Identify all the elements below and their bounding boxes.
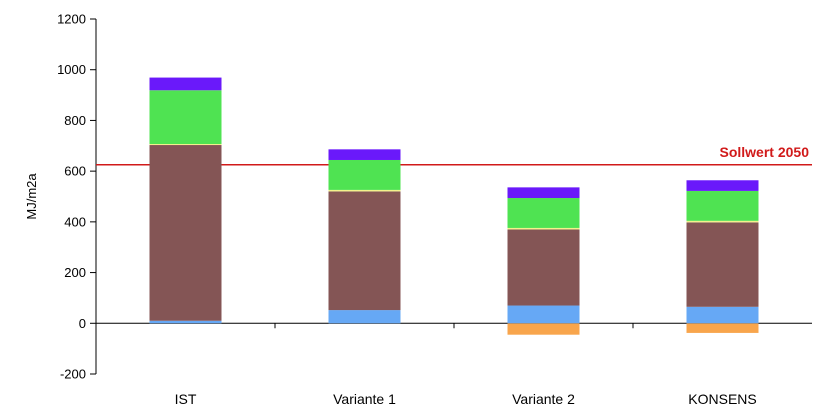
reference-line-label: Sollwert 2050 bbox=[720, 144, 810, 160]
x-category-label: KONSENS bbox=[688, 391, 756, 407]
bar-segment bbox=[149, 90, 222, 145]
bar-segment bbox=[328, 149, 401, 160]
y-tick-label: 600 bbox=[64, 164, 86, 179]
bar-segment bbox=[149, 320, 222, 324]
x-category-label: IST bbox=[175, 391, 197, 407]
x-category-label: Variante 2 bbox=[512, 391, 575, 407]
chart-labels: -200 0 200 400 600 800 1000 1200 MJ/m2a IST Varian… bbox=[24, 12, 809, 408]
y-tick-label: 0 bbox=[79, 316, 86, 331]
bar-segment bbox=[507, 227, 580, 230]
bar-segment bbox=[149, 145, 222, 321]
bar-segment bbox=[507, 229, 580, 306]
bar-segment bbox=[328, 189, 401, 192]
bar-segment bbox=[686, 220, 759, 223]
bar-segment bbox=[328, 159, 401, 190]
y-tick-label: 1200 bbox=[57, 12, 86, 27]
bar-segment bbox=[507, 305, 580, 324]
bar-segment bbox=[686, 306, 759, 324]
y-tick-label: 400 bbox=[64, 214, 86, 229]
x-category-label: Variante 1 bbox=[333, 391, 396, 407]
y-tick-label: -200 bbox=[60, 367, 86, 382]
y-tick-label: 800 bbox=[64, 113, 86, 128]
y-axis-label: MJ/m2a bbox=[24, 173, 39, 220]
bar-segment bbox=[686, 323, 759, 333]
y-tick-label: 200 bbox=[64, 265, 86, 280]
y-tick-label: 1000 bbox=[57, 62, 86, 77]
bar-segment bbox=[686, 222, 759, 307]
chart-bars bbox=[149, 77, 759, 335]
bar-segment bbox=[686, 180, 759, 191]
bar-segment bbox=[507, 187, 580, 199]
bar-segment bbox=[328, 310, 401, 324]
bar-segment bbox=[507, 323, 580, 335]
bar-segment bbox=[507, 198, 580, 228]
bar-segment bbox=[149, 77, 222, 91]
bar-segment bbox=[149, 144, 222, 146]
bar-segment bbox=[328, 191, 401, 311]
bar-segment bbox=[686, 190, 759, 221]
